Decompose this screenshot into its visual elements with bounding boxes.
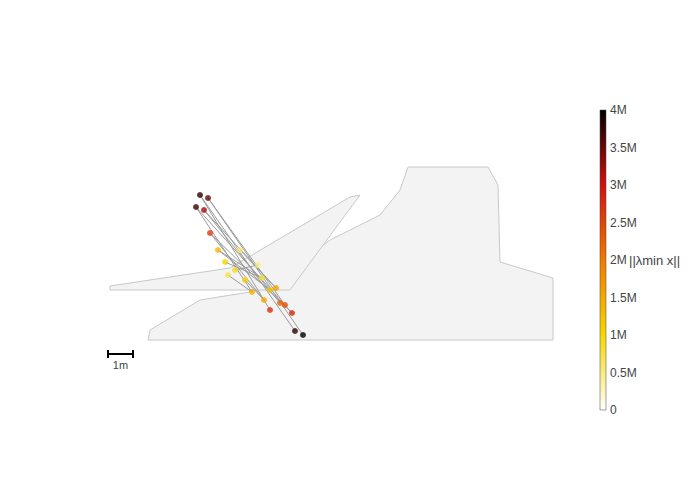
svg-text:1m: 1m <box>113 359 128 371</box>
svg-text:2M: 2M <box>610 253 627 267</box>
svg-text:3M: 3M <box>610 178 627 192</box>
svg-text:4M: 4M <box>610 103 627 117</box>
svg-text:2.5M: 2.5M <box>610 216 637 230</box>
svg-text:||λmin x||: ||λmin x|| <box>629 253 680 268</box>
svg-text:0.5M: 0.5M <box>610 366 637 380</box>
svg-text:1.5M: 1.5M <box>610 291 637 305</box>
svg-text:3.5M: 3.5M <box>610 141 637 155</box>
svg-text:0: 0 <box>610 403 617 417</box>
svg-text:1M: 1M <box>610 328 627 342</box>
